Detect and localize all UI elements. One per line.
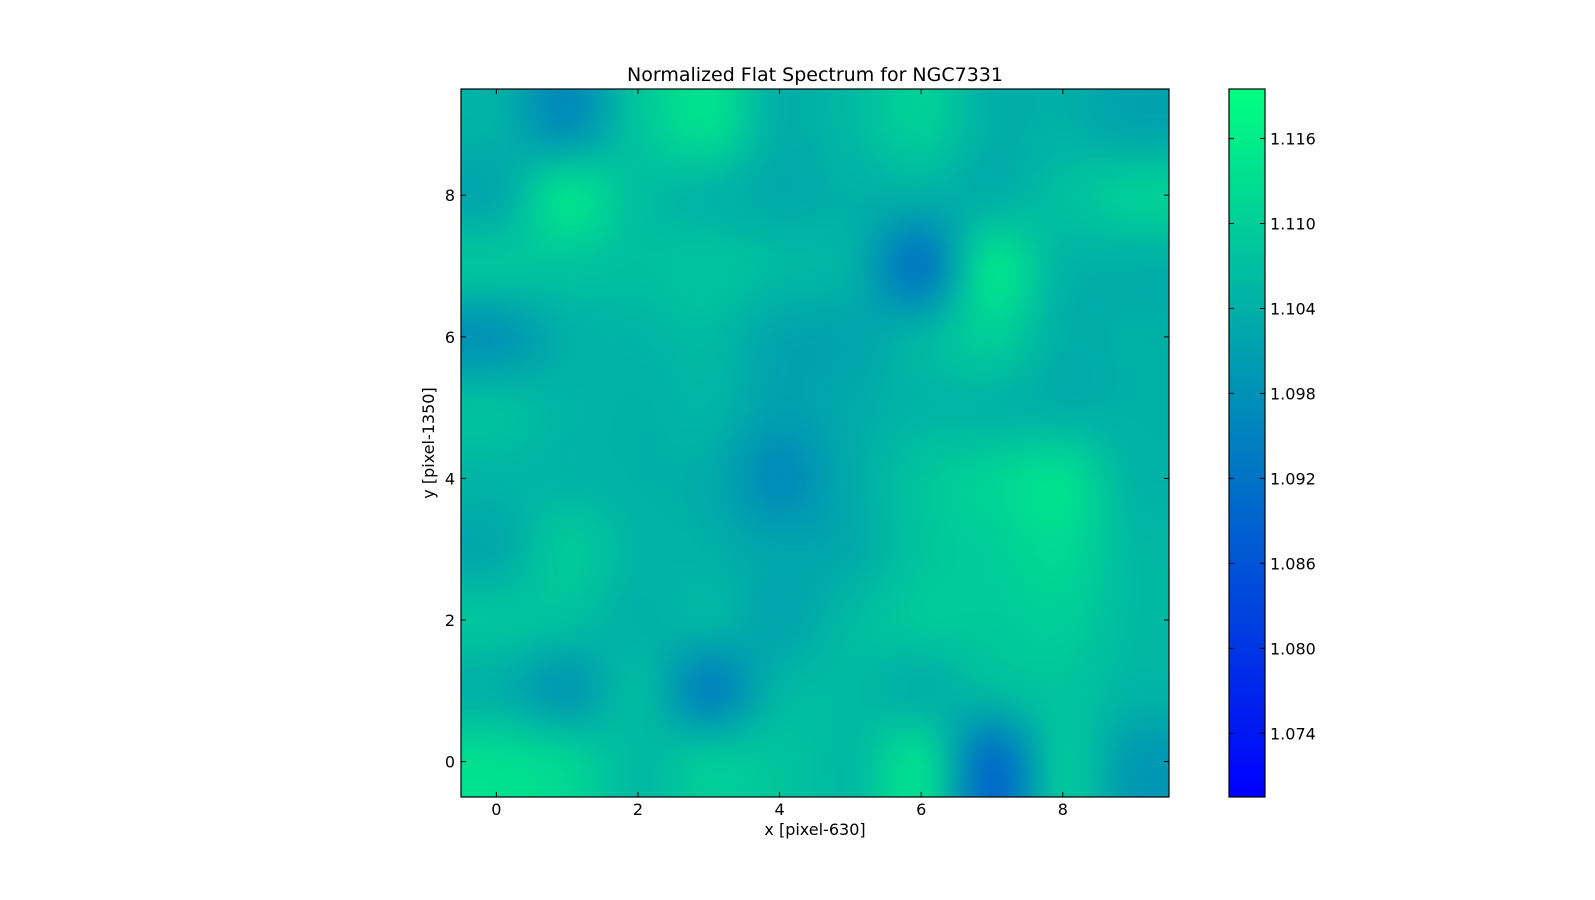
y-axis-ticks: 0 2 4 6 8 bbox=[445, 186, 1169, 772]
colorbar-tick-label: 1.074 bbox=[1270, 724, 1316, 743]
y-tick-label: 4 bbox=[445, 469, 455, 488]
x-tick-label: 0 bbox=[491, 800, 501, 819]
colorbar-tick-label: 1.092 bbox=[1270, 469, 1316, 488]
x-tick-label: 4 bbox=[775, 800, 785, 819]
y-axis-label: y [pixel-1350] bbox=[419, 387, 438, 498]
y-tick-label: 6 bbox=[445, 328, 455, 347]
x-tick-label: 2 bbox=[633, 800, 643, 819]
x-axis-ticks: 0 2 4 6 8 bbox=[491, 89, 1068, 819]
x-axis-label: x [pixel-630] bbox=[764, 820, 865, 839]
colorbar-tick-label: 1.116 bbox=[1270, 130, 1316, 149]
colorbar-tick-label: 1.080 bbox=[1270, 639, 1316, 658]
x-tick-label: 6 bbox=[916, 800, 926, 819]
x-tick-label: 8 bbox=[1058, 800, 1068, 819]
y-tick-label: 8 bbox=[445, 186, 455, 205]
colorbar-ticks: 1.074 1.080 1.086 1.092 1.098 1.104 1.110 1.116 bbox=[1229, 130, 1316, 743]
heatmap-image bbox=[461, 89, 1169, 797]
colorbar bbox=[1228, 88, 1266, 798]
plot-frame bbox=[460, 88, 1170, 798]
colorbar-tick-label: 1.098 bbox=[1270, 384, 1316, 403]
chart-title: Normalized Flat Spectrum for NGC7331 bbox=[627, 64, 1003, 86]
y-tick-label: 0 bbox=[445, 753, 455, 772]
colorbar-tick-label: 1.086 bbox=[1270, 554, 1316, 573]
colorbar-tick-label: 1.110 bbox=[1270, 215, 1316, 234]
y-tick-label: 2 bbox=[445, 611, 455, 630]
colorbar-tick-label: 1.104 bbox=[1270, 299, 1316, 318]
